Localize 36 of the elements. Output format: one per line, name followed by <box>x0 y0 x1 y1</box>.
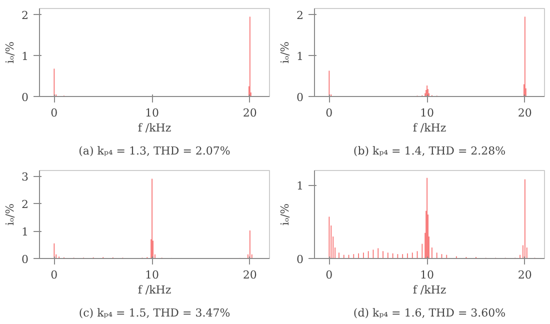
text: (c) kₚ₄ = 1.5, THD = 3.47% <box>78 306 230 320</box>
x-tick-label: 20 <box>242 268 257 282</box>
x-tick-label: 10 <box>420 106 434 120</box>
x-tick-label: 0 <box>326 106 333 120</box>
text: (a) kₚ₄ = 1.3, THD = 2.07% <box>78 144 230 158</box>
y-tick-label: 3 <box>22 170 28 184</box>
x-tick-label: 10 <box>145 106 160 120</box>
x-tick-label: 20 <box>242 106 257 120</box>
y-tick-label: 1 <box>296 50 304 64</box>
y-axis-title: iₒ/% <box>4 42 16 64</box>
x-axis-title: f /kHz <box>412 122 446 134</box>
y-tick-label: 0 <box>296 91 304 104</box>
y-axis-title: iₒ/% <box>4 204 16 226</box>
x-tick-label: 20 <box>518 106 532 120</box>
x-axis-title: f /kHz <box>138 122 172 134</box>
y-tick-label: 1 <box>296 180 304 193</box>
y-axis-title: iₒ/% <box>278 42 292 64</box>
y-tick-label: 1 <box>22 50 28 64</box>
y-tick-label: 2 <box>296 9 304 22</box>
x-tick-label: 20 <box>518 268 532 282</box>
y-tick-label: 2 <box>22 9 28 22</box>
x-axis-title: f /kHz <box>138 284 172 296</box>
y-tick-label: 1 <box>22 226 28 238</box>
x-tick-label: 0 <box>50 106 58 120</box>
y-axis-title: iₒ/% <box>278 204 292 226</box>
y-tick-label: 0 <box>22 253 28 266</box>
x-tick-label: 10 <box>145 268 160 282</box>
text: (b) kₚ₄ = 1.4, THD = 2.28% <box>353 144 506 158</box>
x-tick-label: 0 <box>326 268 333 282</box>
x-axis-title: f /kHz <box>412 284 446 296</box>
y-tick-label: 0 <box>22 91 28 104</box>
x-tick-label: 10 <box>420 268 434 282</box>
x-tick-label: 0 <box>50 268 58 282</box>
y-tick-label: 2 <box>22 198 28 211</box>
text: (d) kₚ₄ = 1.6, THD = 3.60% <box>353 306 506 320</box>
y-tick-label: 0 <box>296 253 304 266</box>
